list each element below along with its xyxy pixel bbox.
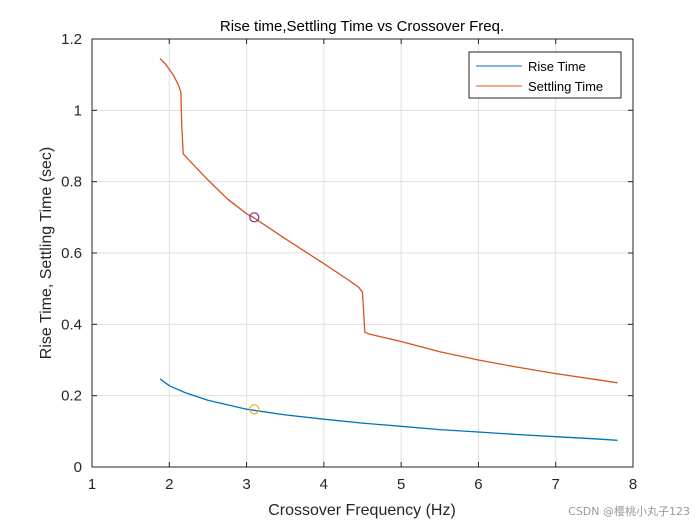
legend-label-rise-time: Rise Time bbox=[528, 59, 586, 74]
x-tick-label: 8 bbox=[629, 476, 637, 493]
x-tick-label: 7 bbox=[552, 476, 560, 493]
x-axis-label: Crossover Frequency (Hz) bbox=[268, 502, 456, 519]
y-tick-label: 1.2 bbox=[61, 31, 82, 48]
series-lines bbox=[159, 58, 618, 441]
x-tick-label: 4 bbox=[320, 476, 328, 493]
series-line-rise-time bbox=[159, 378, 618, 441]
x-tick-label: 5 bbox=[397, 476, 405, 493]
y-tick-label: 0.4 bbox=[61, 316, 82, 333]
y-axis-label: Rise Time, Settling Time (sec) bbox=[38, 147, 55, 360]
x-tick-label: 6 bbox=[474, 476, 482, 493]
x-tick-label: 2 bbox=[165, 476, 173, 493]
legend-label-settling-time: Settling Time bbox=[528, 79, 603, 94]
x-tick-label: 3 bbox=[242, 476, 250, 493]
watermark: CSDN @樱桃小丸子123 bbox=[568, 505, 690, 518]
legend: Rise Time Settling Time bbox=[468, 51, 622, 99]
y-tick-label: 0.2 bbox=[61, 388, 82, 405]
legend-box bbox=[468, 51, 622, 99]
settling-marker bbox=[249, 212, 260, 223]
y-tick-label: 0.8 bbox=[61, 174, 82, 191]
x-tick-label: 1 bbox=[88, 476, 96, 493]
axis-ticks: 1 2 3 4 5 6 7 8 0 0.2 0.4 0.6 0.8 1 1.2 bbox=[61, 31, 637, 493]
chart-title: Rise time,Settling Time vs Crossover Fre… bbox=[220, 18, 504, 35]
series-line-settling-time bbox=[159, 58, 618, 384]
rise-marker bbox=[249, 404, 260, 415]
y-tick-label: 1 bbox=[74, 102, 82, 119]
point-markers bbox=[249, 212, 260, 415]
y-tick-label: 0 bbox=[74, 459, 82, 476]
y-tick-label: 0.6 bbox=[61, 245, 82, 262]
